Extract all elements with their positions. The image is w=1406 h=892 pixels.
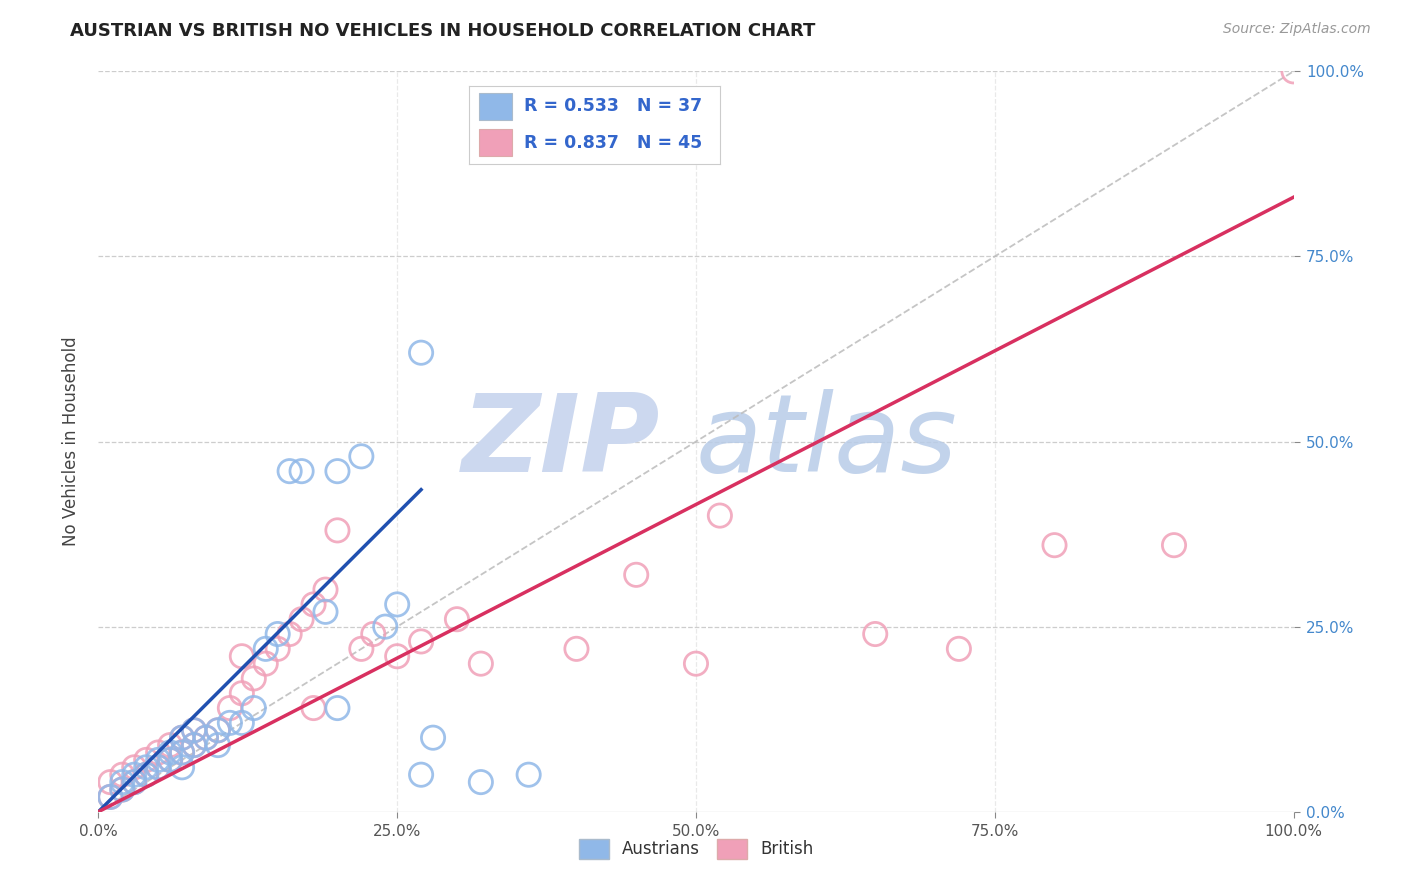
Point bbox=[254, 657, 277, 671]
Y-axis label: No Vehicles in Household: No Vehicles in Household bbox=[62, 336, 80, 547]
Point bbox=[159, 753, 181, 767]
Point bbox=[626, 567, 648, 582]
Point bbox=[565, 641, 588, 656]
Point bbox=[446, 612, 468, 626]
Text: ZIP: ZIP bbox=[461, 389, 661, 494]
Point bbox=[183, 738, 205, 752]
Point bbox=[135, 760, 157, 774]
Point bbox=[291, 612, 314, 626]
Point bbox=[231, 649, 253, 664]
Point bbox=[517, 767, 540, 781]
Point bbox=[326, 524, 349, 538]
Point bbox=[98, 775, 122, 789]
Point bbox=[470, 657, 492, 671]
Point bbox=[124, 775, 146, 789]
Point bbox=[1282, 64, 1305, 78]
Point bbox=[278, 464, 301, 478]
Point bbox=[148, 753, 170, 767]
Point bbox=[207, 723, 229, 738]
Point bbox=[267, 641, 290, 656]
Point bbox=[124, 760, 146, 774]
Point bbox=[302, 701, 325, 715]
Point bbox=[207, 738, 229, 752]
Point bbox=[159, 738, 181, 752]
Point bbox=[148, 760, 170, 774]
Point bbox=[183, 738, 205, 752]
Point bbox=[350, 641, 373, 656]
Point bbox=[326, 464, 349, 478]
Point bbox=[326, 701, 349, 715]
Point bbox=[470, 775, 492, 789]
Point bbox=[195, 731, 218, 745]
Point bbox=[207, 723, 229, 738]
Point bbox=[278, 627, 301, 641]
Point bbox=[302, 598, 325, 612]
Point bbox=[172, 760, 194, 774]
Point bbox=[159, 753, 181, 767]
Point bbox=[1163, 538, 1185, 552]
Point bbox=[172, 746, 194, 760]
Point bbox=[422, 731, 444, 745]
Text: atlas: atlas bbox=[696, 389, 957, 494]
Point bbox=[385, 649, 409, 664]
Text: AUSTRIAN VS BRITISH NO VEHICLES IN HOUSEHOLD CORRELATION CHART: AUSTRIAN VS BRITISH NO VEHICLES IN HOUSE… bbox=[70, 22, 815, 40]
Point bbox=[385, 598, 409, 612]
Point bbox=[315, 605, 337, 619]
Legend: Austrians, British: Austrians, British bbox=[579, 838, 813, 859]
Text: Source: ZipAtlas.com: Source: ZipAtlas.com bbox=[1223, 22, 1371, 37]
Point bbox=[243, 672, 266, 686]
Point bbox=[172, 731, 194, 745]
Point bbox=[135, 767, 157, 781]
Point bbox=[1043, 538, 1066, 552]
Point bbox=[111, 767, 134, 781]
Point bbox=[111, 782, 134, 797]
Point bbox=[183, 723, 205, 738]
Point bbox=[685, 657, 707, 671]
Point bbox=[183, 723, 205, 738]
Point bbox=[865, 627, 887, 641]
Point bbox=[411, 634, 433, 648]
Point bbox=[219, 715, 242, 730]
Point bbox=[148, 760, 170, 774]
Point bbox=[363, 627, 385, 641]
Point bbox=[315, 582, 337, 597]
Point bbox=[291, 464, 314, 478]
Point bbox=[98, 789, 122, 804]
Point bbox=[219, 701, 242, 715]
Point bbox=[111, 782, 134, 797]
Point bbox=[135, 767, 157, 781]
Point bbox=[135, 753, 157, 767]
Point bbox=[948, 641, 970, 656]
Point bbox=[411, 345, 433, 359]
Point bbox=[231, 715, 253, 730]
Point bbox=[98, 789, 122, 804]
Point bbox=[159, 746, 181, 760]
Point bbox=[172, 746, 194, 760]
Point bbox=[231, 686, 253, 700]
Point bbox=[124, 775, 146, 789]
Point bbox=[111, 775, 134, 789]
Point bbox=[350, 450, 373, 464]
Point bbox=[195, 731, 218, 745]
Point bbox=[709, 508, 731, 523]
Point bbox=[243, 701, 266, 715]
Point bbox=[267, 627, 290, 641]
Point bbox=[374, 619, 396, 633]
Point bbox=[124, 767, 146, 781]
Point bbox=[148, 746, 170, 760]
Point bbox=[172, 731, 194, 745]
Point bbox=[254, 641, 277, 656]
Point bbox=[411, 767, 433, 781]
